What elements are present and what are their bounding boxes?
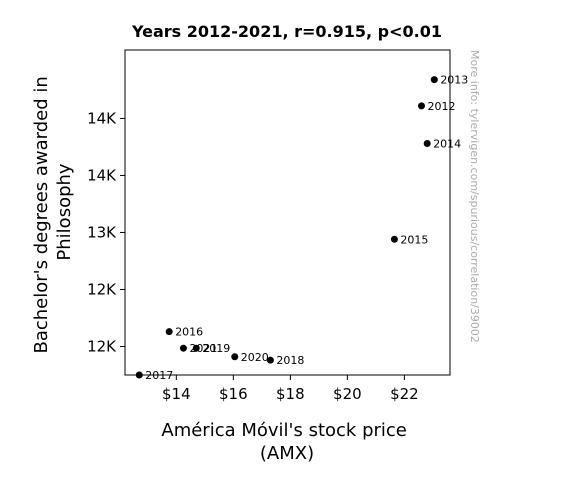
- x-axis: $14 $16 $18 $20 $22: [162, 375, 419, 403]
- y-axis-label: Bachelor's degrees awarded in Philosophy: [31, 70, 75, 353]
- x-tick-label: $20: [333, 385, 362, 403]
- data-point-label: 2012: [427, 100, 455, 113]
- data-point-label: 2021: [189, 342, 217, 355]
- y-tick-label: 14K: [87, 166, 117, 184]
- data-point: [165, 328, 173, 336]
- data-point: [390, 235, 398, 243]
- data-point: [417, 102, 425, 110]
- source-watermark: More info: tylervigen.com/spurious/corre…: [468, 50, 481, 343]
- data-point-label: 2018: [276, 354, 304, 367]
- data-points: 2012 2013 2014 2015 2016 2017 2018 2019 2020 2021: [135, 74, 468, 382]
- y-tick-label: 13K: [87, 223, 117, 241]
- data-point: [135, 371, 143, 379]
- x-tick-label: $16: [219, 385, 248, 403]
- data-point-label: 2016: [175, 326, 203, 339]
- data-point-label: 2017: [145, 369, 173, 382]
- y-axis-label-line2: Philosophy: [54, 163, 75, 261]
- data-point: [423, 140, 431, 148]
- data-point: [231, 353, 239, 361]
- x-tick-label: $14: [162, 385, 191, 403]
- x-axis-label: América Móvil's stock price (AMX): [161, 420, 412, 464]
- x-axis-label-line1: América Móvil's stock price: [161, 420, 407, 441]
- x-tick-label: $18: [276, 385, 305, 403]
- y-tick-label: 14K: [87, 109, 117, 127]
- data-point-label: 2014: [433, 138, 461, 151]
- data-point-label: 2020: [241, 351, 269, 364]
- data-point-label: 2019: [202, 342, 230, 355]
- data-point-label: 2013: [440, 74, 468, 87]
- x-axis-label-line2: (AMX): [260, 443, 314, 464]
- data-point: [430, 76, 438, 84]
- data-point: [192, 344, 200, 352]
- chart-title: Years 2012-2021, r=0.915, p<0.01: [131, 22, 442, 41]
- plot-area: [124, 49, 451, 376]
- data-point: [266, 356, 274, 364]
- y-tick-label: 12K: [87, 337, 117, 355]
- x-tick-label: $22: [390, 385, 419, 403]
- data-point-label: 2015: [400, 233, 428, 246]
- y-tick-label: 12K: [87, 280, 117, 298]
- data-point: [179, 344, 187, 352]
- y-axis-label-line1: Bachelor's degrees awarded in: [31, 76, 52, 353]
- y-axis: 12K 12K 13K 14K 14K: [87, 109, 125, 355]
